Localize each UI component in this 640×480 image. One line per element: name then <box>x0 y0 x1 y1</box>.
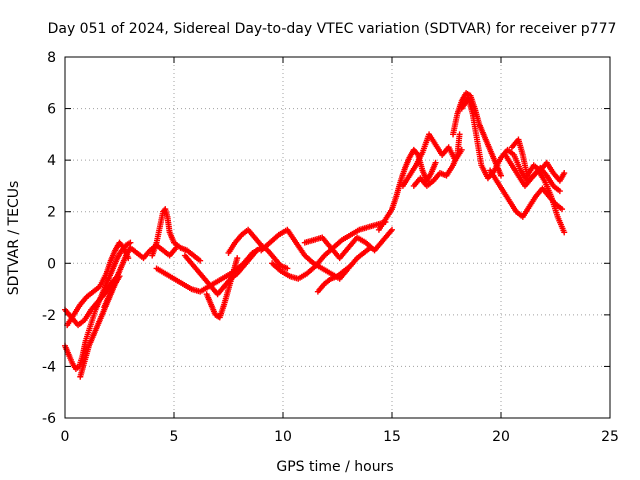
x-tick-label: 5 <box>170 429 179 445</box>
data-point <box>127 239 134 246</box>
series-arc-9 <box>203 255 241 321</box>
series-arc-13 <box>301 226 395 262</box>
series-arc-10 <box>225 226 291 272</box>
y-tick-label: -4 <box>42 359 56 375</box>
data-point <box>367 244 374 251</box>
data-point <box>389 226 395 233</box>
data-point <box>559 206 566 213</box>
series-arc-21 <box>502 151 568 236</box>
series-arc-14 <box>314 244 374 295</box>
grid <box>65 57 610 418</box>
data-point <box>561 229 568 236</box>
series-arc-17 <box>410 131 463 189</box>
y-tick-label: 2 <box>47 205 56 221</box>
y-tick-label: 8 <box>47 50 56 66</box>
x-axis-title: GPS time / hours <box>276 459 393 475</box>
data-point <box>284 265 291 272</box>
data-point <box>119 243 126 250</box>
y-tick-label: 6 <box>47 102 56 118</box>
series-arc-6 <box>149 206 204 264</box>
data-point <box>197 257 204 264</box>
data-point <box>498 172 504 179</box>
x-tick-label: 0 <box>61 429 70 445</box>
plot-frame <box>64 56 611 419</box>
y-tick-label: -6 <box>42 411 56 427</box>
plot-title: Day 051 of 2024, Sidereal Day-to-day VTE… <box>48 21 617 37</box>
data-point <box>432 159 439 166</box>
data-point <box>458 146 465 153</box>
data-points <box>62 90 568 380</box>
x-tick-label: 20 <box>492 429 510 445</box>
y-tick-label: -2 <box>42 308 56 324</box>
x-tick-label: 25 <box>601 429 619 445</box>
x-tick-label: 10 <box>274 429 292 445</box>
data-point <box>556 188 563 195</box>
series-arc-19 <box>458 95 563 195</box>
series-arc-18 <box>450 90 504 179</box>
data-point <box>234 255 241 262</box>
series-arc-4 <box>64 239 132 329</box>
data-point <box>561 170 568 177</box>
x-tick-label: 15 <box>383 429 401 445</box>
y-axis-title: SDTVAR / TECUs <box>6 181 22 296</box>
data-point <box>456 131 463 138</box>
y-tick-label: 4 <box>47 153 56 169</box>
y-tick-label: 0 <box>47 256 56 272</box>
series-arc-5 <box>101 242 180 311</box>
series-arc-22 <box>508 136 568 184</box>
